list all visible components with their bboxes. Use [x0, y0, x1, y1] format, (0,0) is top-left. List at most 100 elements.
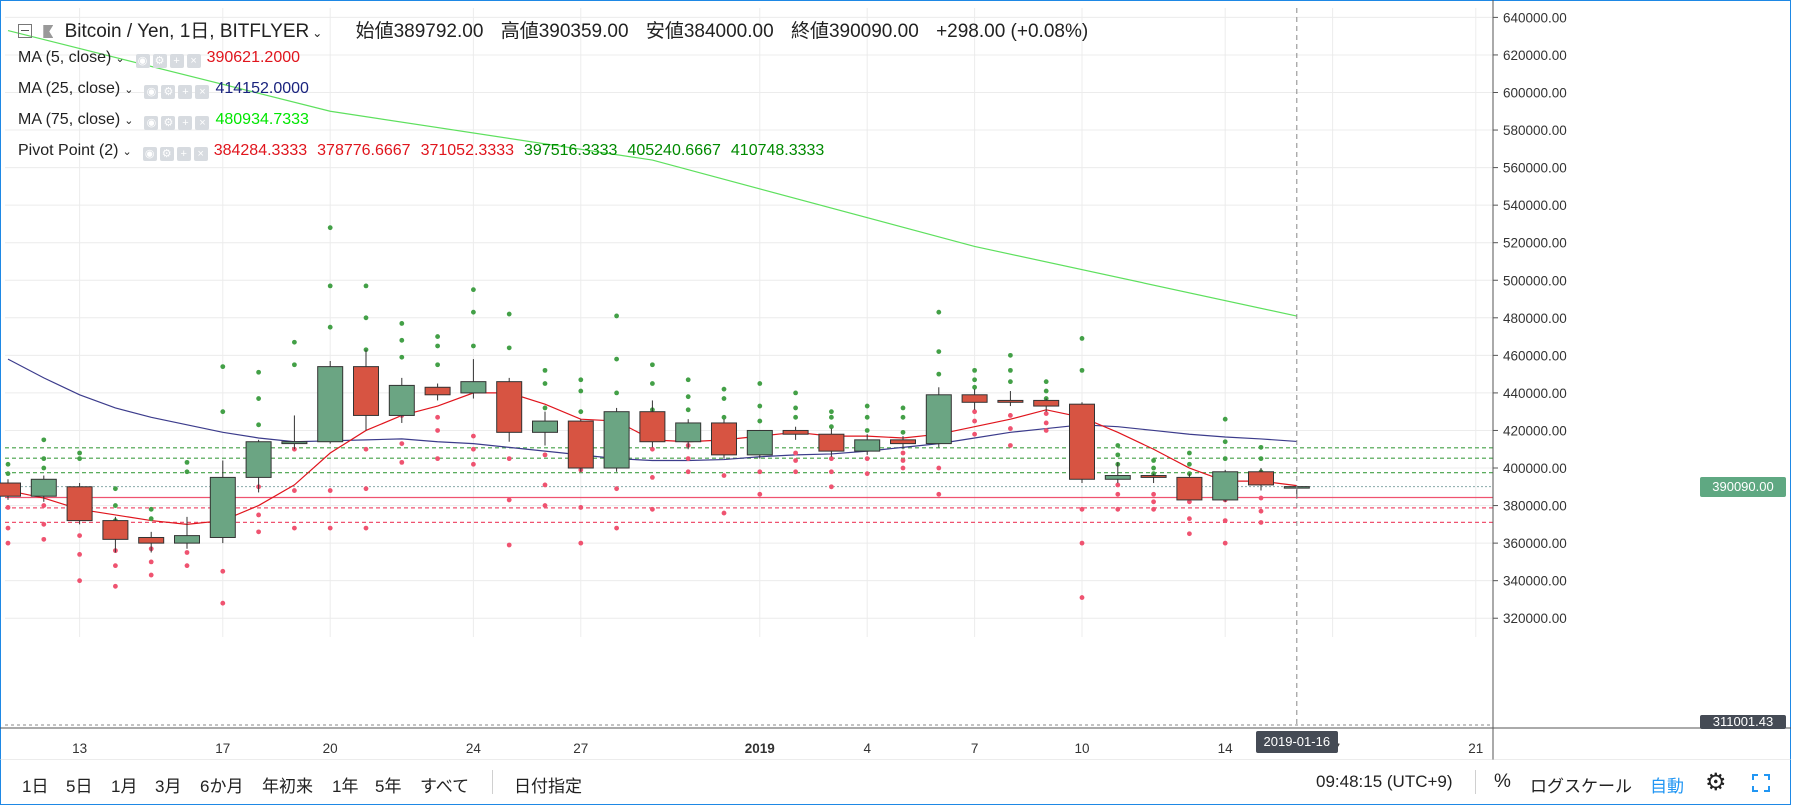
gear-icon[interactable]: ⚙	[159, 147, 174, 161]
candle-down	[961, 394, 988, 403]
eye-icon[interactable]: ◉	[144, 116, 159, 130]
range-button[interactable]: 5日	[66, 777, 93, 796]
flag-icon[interactable]	[43, 25, 54, 38]
pivot-resistance-dot	[936, 371, 942, 377]
indicator-label[interactable]: MA (75, close)	[18, 111, 121, 128]
pivot-resistance-dot	[936, 309, 942, 315]
pivot-support-dot	[936, 491, 942, 497]
toolbar-divider	[1475, 770, 1476, 794]
pivot-support-dot	[1079, 506, 1085, 512]
auto-scale-toggle[interactable]: 自動	[1650, 777, 1684, 796]
indicator-value: 410748.3333	[730, 142, 825, 159]
pivot-resistance-dot	[578, 388, 584, 394]
pivot-resistance-dot	[220, 409, 226, 415]
clock-display[interactable]: 09:48:15 (UTC+9)	[1316, 772, 1453, 791]
plus-icon[interactable]: +	[176, 147, 191, 161]
chevron-down-icon[interactable]: ⌄	[312, 26, 323, 40]
pivot-resistance-dot	[327, 225, 333, 231]
pivot-resistance-dot	[542, 367, 548, 373]
indicator-label[interactable]: MA (5, close)	[18, 49, 112, 66]
chevron-down-icon[interactable]: ⌄	[124, 115, 134, 127]
fullscreen-icon[interactable]	[1752, 774, 1770, 792]
range-button[interactable]: 年初来	[262, 777, 313, 796]
range-button[interactable]: 6か月	[200, 777, 244, 796]
range-button[interactable]: 1月	[111, 777, 138, 796]
range-button[interactable]: 1年	[332, 777, 359, 796]
symbol-title[interactable]: Bitcoin / Yen, 1日, BITFLYER	[64, 21, 310, 42]
bottom-toolbar: 1日 5日 1月 3月 6か月 年初来 1年 5年 すべて 日付指定 09:48:15 (UTC…	[0, 760, 1791, 804]
indicator-label[interactable]: Pivot Point (2)	[18, 142, 119, 159]
pivot-support-dot	[1115, 506, 1121, 512]
pivot-resistance-dot	[471, 309, 476, 315]
log-scale-toggle[interactable]: ログスケール	[1530, 777, 1632, 796]
pivot-support-dot	[614, 525, 619, 531]
pivot-support-dot	[506, 456, 512, 462]
pivot-resistance-dot	[1151, 458, 1156, 463]
pivot-resistance-dot	[256, 396, 261, 401]
chevron-down-icon[interactable]: ⌄	[115, 53, 125, 65]
pivot-resistance-dot	[614, 313, 619, 319]
chevron-down-icon[interactable]: ⌄	[124, 84, 134, 96]
date-range-button[interactable]: 日付指定	[514, 777, 582, 796]
indicator-label[interactable]: MA (25, close)	[18, 80, 121, 97]
pivot-resistance-dot	[506, 345, 512, 351]
pivot-support-dot	[1222, 540, 1228, 546]
gear-icon[interactable]: ⚙	[152, 54, 167, 68]
pivot-resistance-dot	[578, 409, 584, 415]
pivot-resistance-dot	[1151, 465, 1156, 471]
eye-icon[interactable]: ◉	[135, 54, 150, 68]
pivot-support-dot	[435, 428, 440, 433]
eye-icon[interactable]: ◉	[144, 85, 159, 99]
y-tick-label: 460000.00	[1503, 348, 1567, 363]
y-tick-label: 560000.00	[1503, 161, 1567, 176]
pivot-support-dot	[77, 533, 82, 539]
close-icon[interactable]: ×	[186, 54, 201, 68]
pivot-resistance-dot	[864, 414, 870, 420]
chevron-down-icon[interactable]: ⌄	[122, 146, 132, 158]
pivot-resistance-dot	[793, 414, 798, 420]
gear-icon[interactable]: ⚙	[161, 116, 176, 130]
range-button[interactable]: すべて	[420, 777, 470, 796]
pivot-resistance-dot	[972, 367, 977, 373]
percent-scale-toggle[interactable]: %	[1494, 771, 1511, 792]
range-button[interactable]: 1日	[22, 777, 49, 796]
y-tick-label: 580000.00	[1503, 123, 1567, 138]
close-icon[interactable]: ×	[193, 147, 208, 161]
indicator-legend-row: MA (75, close) ⌄ ◉ ⚙ + × 480934.7333	[18, 111, 309, 130]
plus-icon[interactable]: +	[169, 54, 184, 68]
indicator-value: 384284.3333	[213, 142, 308, 159]
indicator-value: 378776.6667	[317, 142, 411, 159]
pivot-support-dot	[77, 551, 82, 557]
x-tick-label: 17	[215, 741, 230, 756]
pivot-support-dot	[1187, 516, 1192, 522]
pivot-support-dot	[900, 465, 906, 471]
pivot-resistance-dot	[972, 377, 977, 383]
range-button[interactable]: 5年	[375, 777, 402, 796]
pivot-support-dot	[972, 409, 977, 415]
price-chart[interactable]: 320000.00 340000.00 360000.00 380000.00 4000…	[0, 0, 1791, 760]
x-tick-label: 2019	[745, 741, 775, 756]
plus-icon[interactable]: +	[178, 116, 193, 130]
gear-icon[interactable]: ⚙	[1705, 769, 1727, 796]
pivot-resistance-dot	[1258, 444, 1264, 450]
candlesticks	[0, 349, 1310, 553]
pivot-resistance-dot	[650, 362, 655, 368]
pivot-resistance-dot	[435, 343, 440, 349]
range-button[interactable]: 3月	[155, 777, 182, 796]
candle-down	[0, 482, 21, 497]
close-icon[interactable]: ×	[195, 85, 210, 99]
candle-down	[1248, 471, 1274, 486]
pivot-support-dot	[220, 568, 226, 574]
close-icon[interactable]: ×	[195, 116, 210, 130]
pivot-support-dot	[471, 433, 476, 439]
pivot-support-dot	[1187, 531, 1192, 537]
plus-icon[interactable]: +	[178, 85, 193, 99]
x-tick-label: 20	[323, 741, 338, 756]
candle-down	[997, 399, 1024, 403]
collapse-icon[interactable]	[18, 24, 32, 38]
gear-icon[interactable]: ⚙	[161, 85, 176, 99]
indicator-value: 405240.6667	[627, 142, 721, 159]
eye-icon[interactable]: ◉	[142, 147, 157, 161]
pivot-resistance-dot	[363, 315, 369, 321]
pivot-resistance-dot	[399, 354, 405, 360]
